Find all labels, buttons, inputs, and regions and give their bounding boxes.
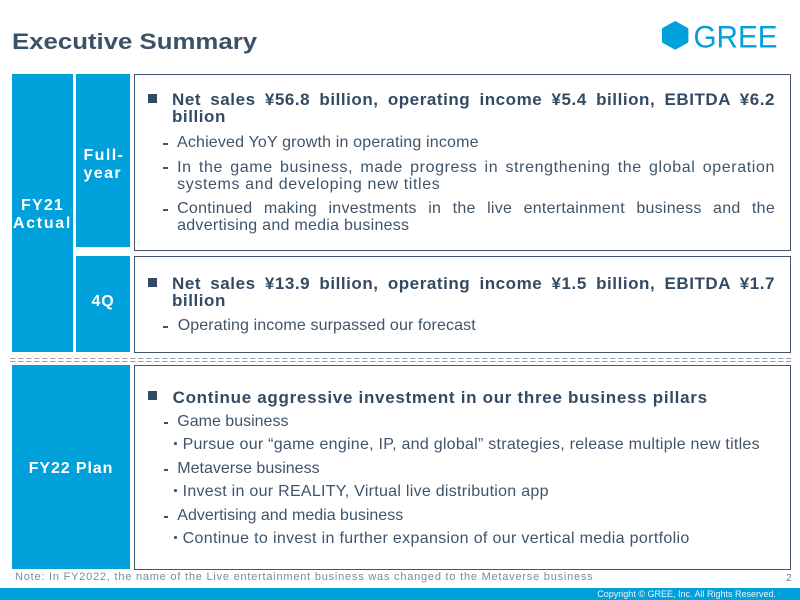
svg-text:GREE: GREE: [694, 19, 778, 55]
